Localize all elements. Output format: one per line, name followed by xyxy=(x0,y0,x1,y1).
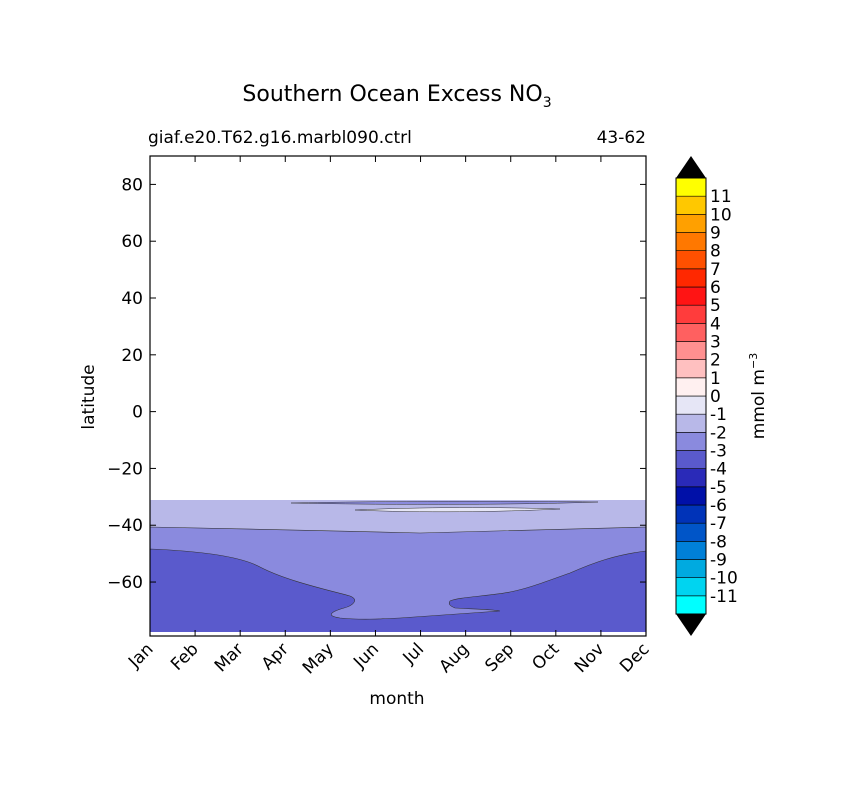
colorbar-cell xyxy=(675,486,707,506)
y-tick-label: −60 xyxy=(107,573,143,593)
y-tick-label: −40 xyxy=(107,516,143,536)
colorbar-cell xyxy=(675,268,707,288)
colorbar-tick-label: 11 xyxy=(710,187,732,207)
colorbar-over-triangle xyxy=(676,156,706,178)
colorbar-label-exponent: −3 xyxy=(747,353,760,369)
colorbar-tick-label: 4 xyxy=(710,314,721,334)
x-tick-label: May xyxy=(299,639,338,678)
contour-lens-inner xyxy=(354,507,561,513)
colorbar-cell xyxy=(675,577,707,597)
colorbar-under-triangle xyxy=(676,614,706,636)
colorbar-cell xyxy=(675,522,707,542)
x-tick-label: Aug xyxy=(436,639,474,677)
colorbar-cell xyxy=(675,341,707,360)
contour-lens-upper xyxy=(290,501,599,505)
colorbar-cell xyxy=(675,250,707,270)
colorbar-frame xyxy=(675,177,707,615)
x-tick-label: Jun xyxy=(349,639,383,673)
colorbar-cell xyxy=(675,377,707,397)
subtitle-left: giaf.e20.T62.g16.marbl090.ctrl xyxy=(148,128,412,148)
y-axis-label: latitude xyxy=(79,364,99,429)
chart-title-main: Southern Ocean Excess NO xyxy=(242,82,542,107)
x-tick-label: Nov xyxy=(571,639,609,677)
colorbar-tick-label: -6 xyxy=(710,496,727,516)
subtitle-right: 43-62 xyxy=(597,128,646,148)
colorbar-tick-label: 7 xyxy=(710,260,721,280)
colorbar-tick-label: 2 xyxy=(710,351,721,371)
x-tick-label: Jul xyxy=(399,639,428,668)
colorbar-cell xyxy=(675,232,707,251)
colorbar-tick-label: -5 xyxy=(710,478,727,498)
colorbar-tick-label: -11 xyxy=(710,587,738,607)
colorbar-cell xyxy=(675,450,707,469)
colorbar-tick-label: -4 xyxy=(710,460,727,480)
colorbar-tick-label: -9 xyxy=(710,551,727,571)
colorbar-cell xyxy=(675,395,707,415)
colorbar-cell xyxy=(675,323,707,342)
y-tick-label: 60 xyxy=(121,232,143,252)
colorbar-tick-label: -8 xyxy=(710,532,727,552)
colorbar-cell xyxy=(675,432,707,451)
colorbar-cell xyxy=(675,177,707,197)
y-tick-label: 0 xyxy=(132,403,143,423)
colorbar-cell xyxy=(675,214,707,233)
colorbar-tick-label: 1 xyxy=(710,369,721,389)
colorbar-cell xyxy=(675,304,707,324)
chart-title: Southern Ocean Excess NO3 xyxy=(242,82,551,111)
contour-band-minus3-minus4 xyxy=(149,548,647,637)
colorbar-cell xyxy=(675,541,707,560)
colorbar-tick-label: 5 xyxy=(710,296,721,316)
y-tick-label: 40 xyxy=(121,289,143,309)
x-tick-label: Oct xyxy=(528,639,563,674)
x-tick-label: Dec xyxy=(616,639,653,676)
y-tick-label: −20 xyxy=(107,459,143,479)
colorbar-cell xyxy=(675,413,707,433)
colorbar-tick-label: -1 xyxy=(710,405,727,425)
colorbar-tick-label: -2 xyxy=(710,423,727,443)
contour-fill xyxy=(149,500,647,637)
y-tick-label: 80 xyxy=(121,175,143,195)
plot-frame xyxy=(149,155,647,637)
x-tick-label: Sep xyxy=(481,639,518,676)
x-tick-label: Mar xyxy=(211,639,248,676)
colorbar-tick-label: -10 xyxy=(710,569,738,589)
colorbar-cell xyxy=(675,595,707,615)
x-tick-label: Feb xyxy=(167,639,202,674)
colorbar-tick-label: 9 xyxy=(710,224,721,244)
x-axis-label: month xyxy=(369,689,424,709)
colorbar-tick-label: 6 xyxy=(710,278,721,298)
x-tick-label: Jan xyxy=(124,639,157,672)
colorbar-cells xyxy=(675,177,707,615)
colorbar-cell xyxy=(675,504,707,524)
colorbar-tick-label: 3 xyxy=(710,333,721,353)
colorbar-label: mmol m−3 xyxy=(747,353,769,439)
colorbar-cell xyxy=(675,359,707,379)
colorbar-tick-label: -3 xyxy=(710,442,727,462)
colorbar-tick-label: 0 xyxy=(710,387,721,407)
plot-bottom-strip xyxy=(150,632,646,636)
colorbar-tick-label: 10 xyxy=(710,205,732,225)
y-axis-ticks: 80 60 40 20 0 −20 −40 −60 xyxy=(107,175,646,593)
colorbar-tick-label: -7 xyxy=(710,514,727,534)
plot-area xyxy=(149,155,647,637)
colorbar-cell xyxy=(675,468,707,488)
chart-title-subscript: 3 xyxy=(543,95,552,111)
colorbar-tick-label: 8 xyxy=(710,242,721,262)
colorbar-cell xyxy=(675,559,707,578)
colorbar-cell xyxy=(675,195,707,215)
x-tick-label: Apr xyxy=(258,639,293,674)
y-tick-label: 20 xyxy=(121,346,143,366)
colorbar-label-main: mmol m xyxy=(749,369,769,439)
colorbar-cell xyxy=(675,286,707,306)
